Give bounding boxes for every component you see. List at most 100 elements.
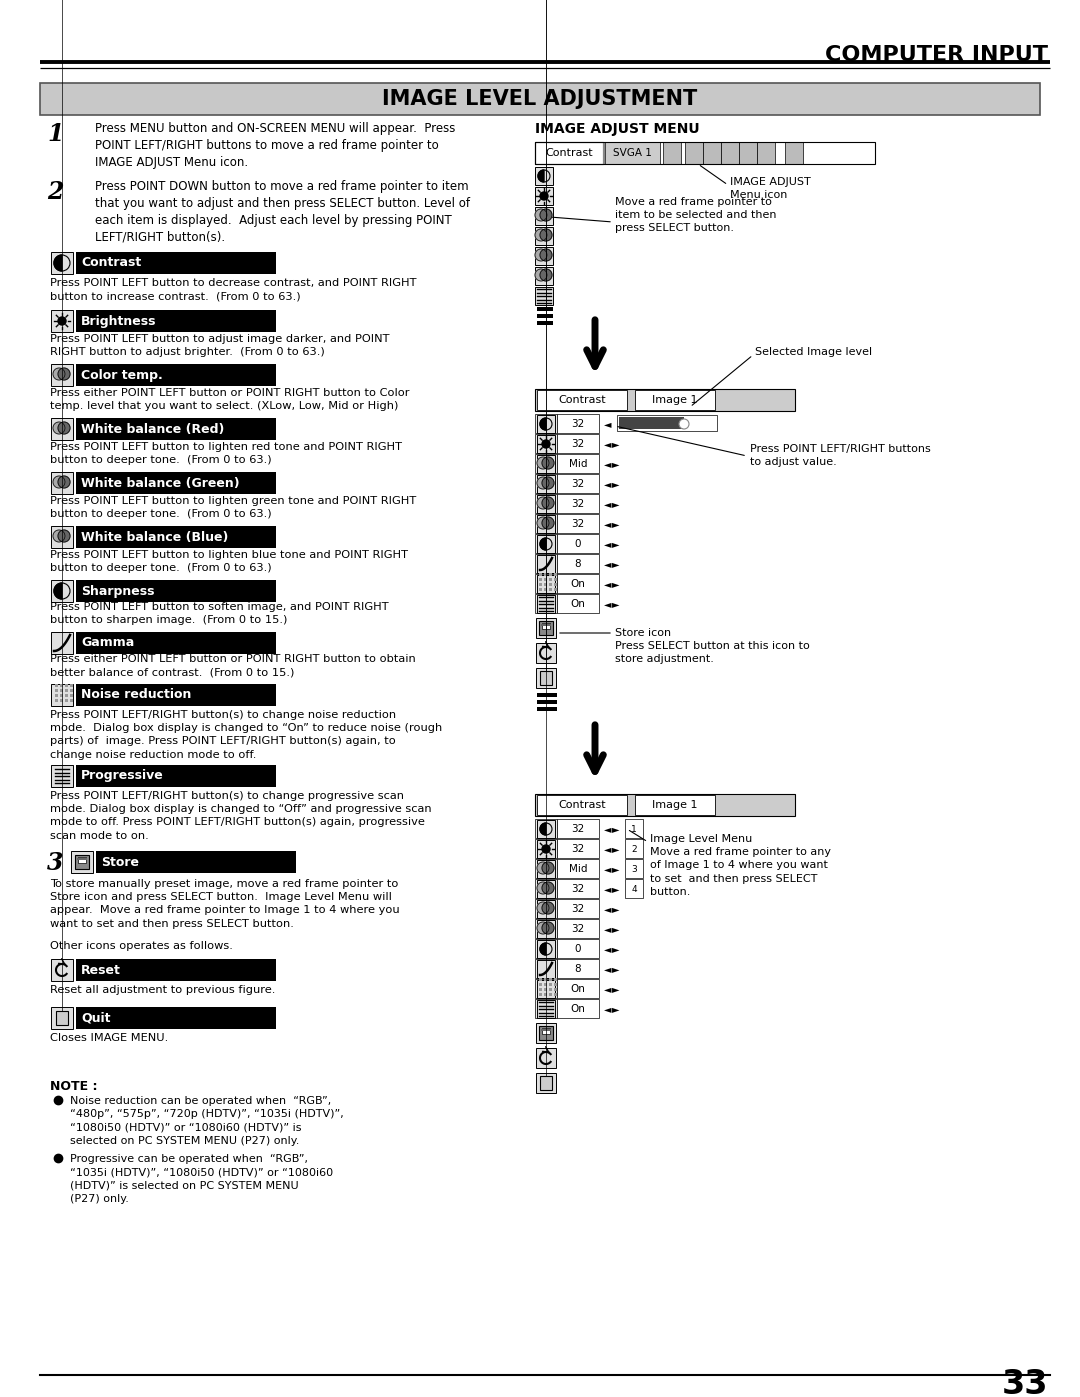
Bar bbox=[535, 939, 557, 958]
Bar bbox=[535, 840, 557, 858]
Text: 32: 32 bbox=[571, 844, 584, 854]
Text: ►: ► bbox=[612, 479, 620, 489]
Bar bbox=[537, 321, 553, 326]
Circle shape bbox=[679, 419, 689, 429]
Bar bbox=[537, 515, 555, 534]
Text: SVGA 1: SVGA 1 bbox=[612, 148, 651, 158]
Text: Image 1: Image 1 bbox=[652, 395, 698, 405]
Bar bbox=[537, 820, 555, 838]
Bar bbox=[96, 851, 296, 873]
Bar bbox=[535, 999, 557, 1018]
Text: 32: 32 bbox=[571, 479, 584, 489]
Bar bbox=[557, 454, 599, 474]
Bar bbox=[757, 142, 775, 163]
Text: Press POINT LEFT/RIGHT button(s) to change progressive scan
mode. Dialog box dis: Press POINT LEFT/RIGHT button(s) to chan… bbox=[50, 791, 432, 841]
Text: ►: ► bbox=[612, 520, 620, 529]
Bar bbox=[535, 414, 557, 433]
Text: ◄: ◄ bbox=[604, 520, 611, 529]
Text: ◄: ◄ bbox=[604, 944, 611, 954]
Bar bbox=[76, 418, 276, 440]
Polygon shape bbox=[540, 943, 546, 956]
Circle shape bbox=[540, 229, 552, 242]
Bar bbox=[554, 983, 557, 986]
Bar bbox=[540, 671, 552, 685]
Circle shape bbox=[540, 191, 548, 200]
Bar bbox=[535, 900, 557, 918]
Text: ◄: ◄ bbox=[604, 479, 611, 489]
Bar bbox=[557, 979, 599, 997]
Bar bbox=[635, 390, 715, 409]
Circle shape bbox=[542, 440, 550, 448]
Bar bbox=[635, 795, 715, 814]
Bar bbox=[554, 988, 557, 990]
Text: ►: ► bbox=[612, 944, 620, 954]
Bar bbox=[51, 958, 73, 981]
Text: ►: ► bbox=[612, 499, 620, 509]
Bar bbox=[537, 495, 555, 513]
Polygon shape bbox=[540, 538, 546, 550]
Bar bbox=[537, 455, 555, 474]
Bar bbox=[40, 82, 1040, 115]
Bar bbox=[542, 623, 550, 629]
Bar bbox=[76, 766, 276, 787]
Bar bbox=[60, 698, 63, 703]
Bar bbox=[76, 527, 276, 548]
Bar bbox=[544, 588, 546, 591]
Bar bbox=[55, 694, 58, 697]
Bar bbox=[51, 472, 73, 495]
Circle shape bbox=[542, 862, 554, 875]
Bar bbox=[537, 475, 555, 493]
Bar bbox=[535, 879, 557, 898]
Bar bbox=[535, 286, 553, 305]
Text: To store manually preset image, move a red frame pointer to
Store icon and press: To store manually preset image, move a r… bbox=[50, 879, 400, 929]
Text: 3: 3 bbox=[631, 865, 637, 873]
Circle shape bbox=[535, 210, 546, 221]
Bar bbox=[549, 983, 552, 986]
Text: Selected Image level: Selected Image level bbox=[755, 346, 873, 358]
Bar bbox=[536, 668, 556, 687]
Bar bbox=[557, 514, 599, 534]
Bar bbox=[537, 576, 555, 592]
Text: 32: 32 bbox=[571, 419, 584, 429]
Text: Press POINT LEFT button to lighten green tone and POINT RIGHT
button to deeper t: Press POINT LEFT button to lighten green… bbox=[50, 496, 416, 520]
Circle shape bbox=[58, 367, 70, 380]
Circle shape bbox=[535, 249, 546, 261]
Bar bbox=[51, 766, 73, 787]
Bar bbox=[617, 415, 717, 432]
Text: ►: ► bbox=[612, 578, 620, 590]
Text: ►: ► bbox=[612, 1004, 620, 1014]
Bar bbox=[539, 1025, 553, 1039]
Bar bbox=[557, 414, 599, 433]
Bar bbox=[536, 1023, 556, 1044]
Bar bbox=[535, 168, 553, 184]
Bar bbox=[739, 142, 757, 163]
Text: ►: ► bbox=[612, 844, 620, 854]
Bar bbox=[537, 307, 553, 312]
Circle shape bbox=[537, 457, 549, 469]
Bar bbox=[557, 919, 599, 937]
Bar bbox=[537, 861, 555, 877]
Text: ►: ► bbox=[612, 923, 620, 935]
Text: 32: 32 bbox=[571, 499, 584, 509]
Bar bbox=[539, 988, 542, 990]
Circle shape bbox=[542, 882, 554, 894]
Bar bbox=[549, 988, 552, 990]
Bar bbox=[51, 685, 73, 705]
Bar bbox=[537, 880, 555, 898]
Text: Press POINT LEFT/RIGHT buttons
to adjust value.: Press POINT LEFT/RIGHT buttons to adjust… bbox=[750, 444, 931, 467]
Text: Press either POINT LEFT button or POINT RIGHT button to obtain
better balance of: Press either POINT LEFT button or POINT … bbox=[50, 654, 416, 678]
Circle shape bbox=[535, 270, 546, 281]
Bar bbox=[540, 1076, 552, 1090]
Bar bbox=[76, 580, 276, 602]
Text: ◄: ◄ bbox=[604, 964, 611, 974]
Bar bbox=[535, 859, 557, 877]
Text: Reset all adjustment to previous figure.: Reset all adjustment to previous figure. bbox=[50, 985, 275, 995]
Text: White balance (Blue): White balance (Blue) bbox=[81, 531, 228, 543]
Bar bbox=[537, 921, 555, 937]
Bar bbox=[539, 978, 542, 981]
Text: Press POINT LEFT button to decrease contrast, and POINT RIGHT
button to increase: Press POINT LEFT button to decrease cont… bbox=[50, 278, 417, 302]
Circle shape bbox=[58, 476, 70, 488]
Text: 32: 32 bbox=[571, 520, 584, 529]
Text: Quit: Quit bbox=[81, 1011, 110, 1024]
Bar bbox=[51, 527, 73, 548]
